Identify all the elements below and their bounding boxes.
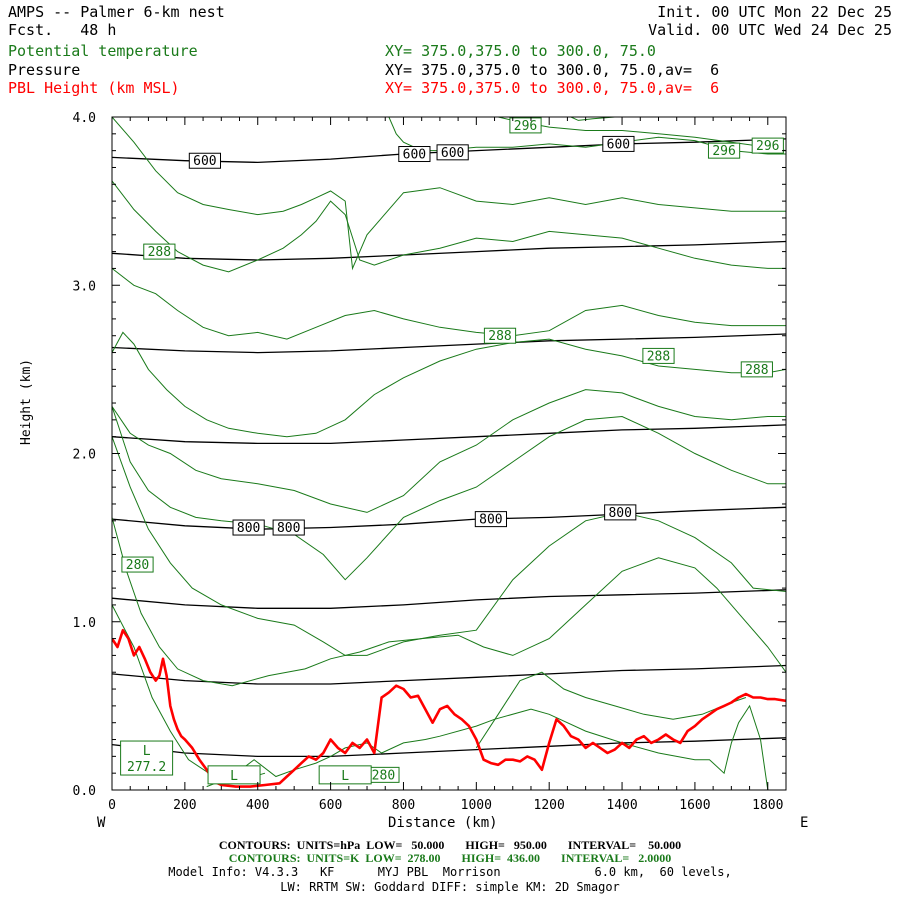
x-tick-label: 1000 xyxy=(461,798,492,813)
init-time: Init. 00 UTC Mon 22 Dec 25 xyxy=(657,3,892,21)
pressure-label: 800 xyxy=(608,506,631,521)
theta-contour xyxy=(570,117,615,121)
footer-model-info: Model Info: V4.3.3 KF MYJ PBL Morrison 6… xyxy=(168,865,732,879)
x-tick-label: 600 xyxy=(319,798,342,813)
x-tick-label: 1600 xyxy=(679,798,710,813)
theta-label: 296 xyxy=(514,119,537,134)
theta-contour xyxy=(112,268,786,340)
xy-theta: XY= 375.0,375.0 to 300.0, 75.0 xyxy=(385,42,656,60)
x-tick-label: 1800 xyxy=(752,798,783,813)
west-label: W xyxy=(97,815,106,831)
theta-label-box xyxy=(121,556,154,573)
x-tick-label: 1200 xyxy=(534,798,565,813)
pressure-label: 600 xyxy=(193,154,216,169)
footer-theta-contours: CONTOURS: UNITS=K LOW= 278.00 HIGH= 436.… xyxy=(228,851,672,865)
pressure-label-box xyxy=(188,152,222,169)
theta-contour xyxy=(112,436,786,656)
pressure-label-box xyxy=(398,146,431,163)
low-marker-box xyxy=(318,765,372,785)
theta-label-box xyxy=(483,327,517,344)
x-tick-label: 0 xyxy=(108,798,116,813)
y-tick-label: 3.0 xyxy=(73,279,96,294)
valid-time: Valid. 00 UTC Wed 24 Dec 25 xyxy=(648,21,892,39)
theta-label-box xyxy=(751,137,784,154)
x-tick-label: 1400 xyxy=(606,798,637,813)
legend-pbl-label: PBL Height (km MSL) xyxy=(8,79,180,97)
pressure-contour-750 xyxy=(112,424,786,445)
theta-contour xyxy=(206,704,769,790)
x-tick-label: 800 xyxy=(392,798,415,813)
theta-contour xyxy=(112,406,786,581)
pressure-label-box xyxy=(232,519,265,536)
theta-contour xyxy=(112,117,786,271)
theta-label-box xyxy=(707,142,741,159)
theta-label-box xyxy=(740,361,773,378)
footer-physics: LW: RRTM SW: Goddard DIFF: simple KM: 2D… xyxy=(280,880,620,894)
theta-label: 288 xyxy=(488,329,511,344)
xy-pressure: XY= 375.0,375.0 to 300.0, 75.0,av= 6 xyxy=(385,61,720,79)
cross-section-chart: 600 600 600 600 800 800 800 800 296 296 296 288 288 2… xyxy=(73,111,787,813)
pbl-height-series xyxy=(112,628,786,788)
low-marker-symbol: L xyxy=(341,769,349,784)
pressure-contour-950 xyxy=(112,737,786,758)
low-marker-value: 277.2 xyxy=(127,760,166,775)
x-tick-label: 200 xyxy=(173,798,196,813)
theta-label-box xyxy=(509,117,542,134)
theta-contour xyxy=(112,331,786,438)
pressure-label: 600 xyxy=(607,137,630,152)
pressure-contour-850 xyxy=(112,589,786,609)
low-marker-symbol: L xyxy=(230,769,238,784)
theta-label: 280 xyxy=(372,768,395,783)
low-marker-symbol: L xyxy=(143,744,151,759)
low-marker-box xyxy=(207,765,261,785)
y-axis-title: Height (km) xyxy=(19,358,34,445)
y-tick-label: 4.0 xyxy=(73,111,96,126)
pressure-contour-900 xyxy=(112,664,786,685)
y-tick-label: 2.0 xyxy=(73,448,96,463)
legend-pressure-label: Pressure xyxy=(8,61,81,79)
pressure-label-box xyxy=(602,135,635,152)
pressure-label: 800 xyxy=(479,513,502,528)
theta-contours xyxy=(112,117,786,790)
theta-label-box xyxy=(642,347,675,364)
pressure-contour-650 xyxy=(112,240,786,261)
theta-label-box xyxy=(143,243,176,260)
theta-label: 288 xyxy=(745,363,768,378)
footer-pressure-contours: CONTOURS: UNITS=hPa LOW= 50.000 HIGH= 95… xyxy=(218,838,682,852)
pressure-label: 600 xyxy=(403,148,426,163)
xy-pbl: XY= 375.0,375.0 to 300.0, 75.0,av= 6 xyxy=(385,79,720,97)
x-tick-label: 400 xyxy=(246,798,269,813)
plot-frame xyxy=(111,116,787,791)
theta-contour xyxy=(475,671,747,749)
theta-label: 296 xyxy=(756,139,779,154)
theta-label: 288 xyxy=(647,349,670,364)
theta-label: 288 xyxy=(148,245,171,260)
pressure-label-box xyxy=(272,519,305,536)
pbl-height-line xyxy=(112,628,786,788)
theta-label: 296 xyxy=(712,144,735,159)
pressure-label: 600 xyxy=(441,146,464,161)
pressure-contour-700 xyxy=(112,333,786,354)
theta-contour xyxy=(112,389,786,513)
x-axis-title: Distance (km) xyxy=(388,815,498,831)
y-tick-label: 1.0 xyxy=(73,616,96,631)
contour-labels: 600 600 600 600 800 800 800 800 296 296 296 288 288 2… xyxy=(120,117,784,785)
low-marker-box xyxy=(120,740,174,776)
theta-label: 280 xyxy=(126,558,149,573)
chart-title: AMPS -- Palmer 6-km nest xyxy=(8,3,225,21)
forecast-hour: Fcst. 48 h xyxy=(8,21,117,39)
theta-contour xyxy=(112,180,786,273)
pressure-label: 800 xyxy=(277,521,300,536)
pressure-contour-800 xyxy=(112,506,786,530)
pressure-label-box xyxy=(604,504,637,521)
pressure-label: 800 xyxy=(237,521,260,536)
pressure-label-box xyxy=(474,511,507,528)
y-tick-label: 0.0 xyxy=(73,784,96,799)
pressure-label-box xyxy=(436,144,469,161)
legend-theta-label: Potential temperature xyxy=(8,42,198,60)
axes: 0 200 400 600 800 1000 1200 1400 1600 1800 0.0 1.0 2… xyxy=(73,111,786,813)
east-label: E xyxy=(800,815,809,831)
